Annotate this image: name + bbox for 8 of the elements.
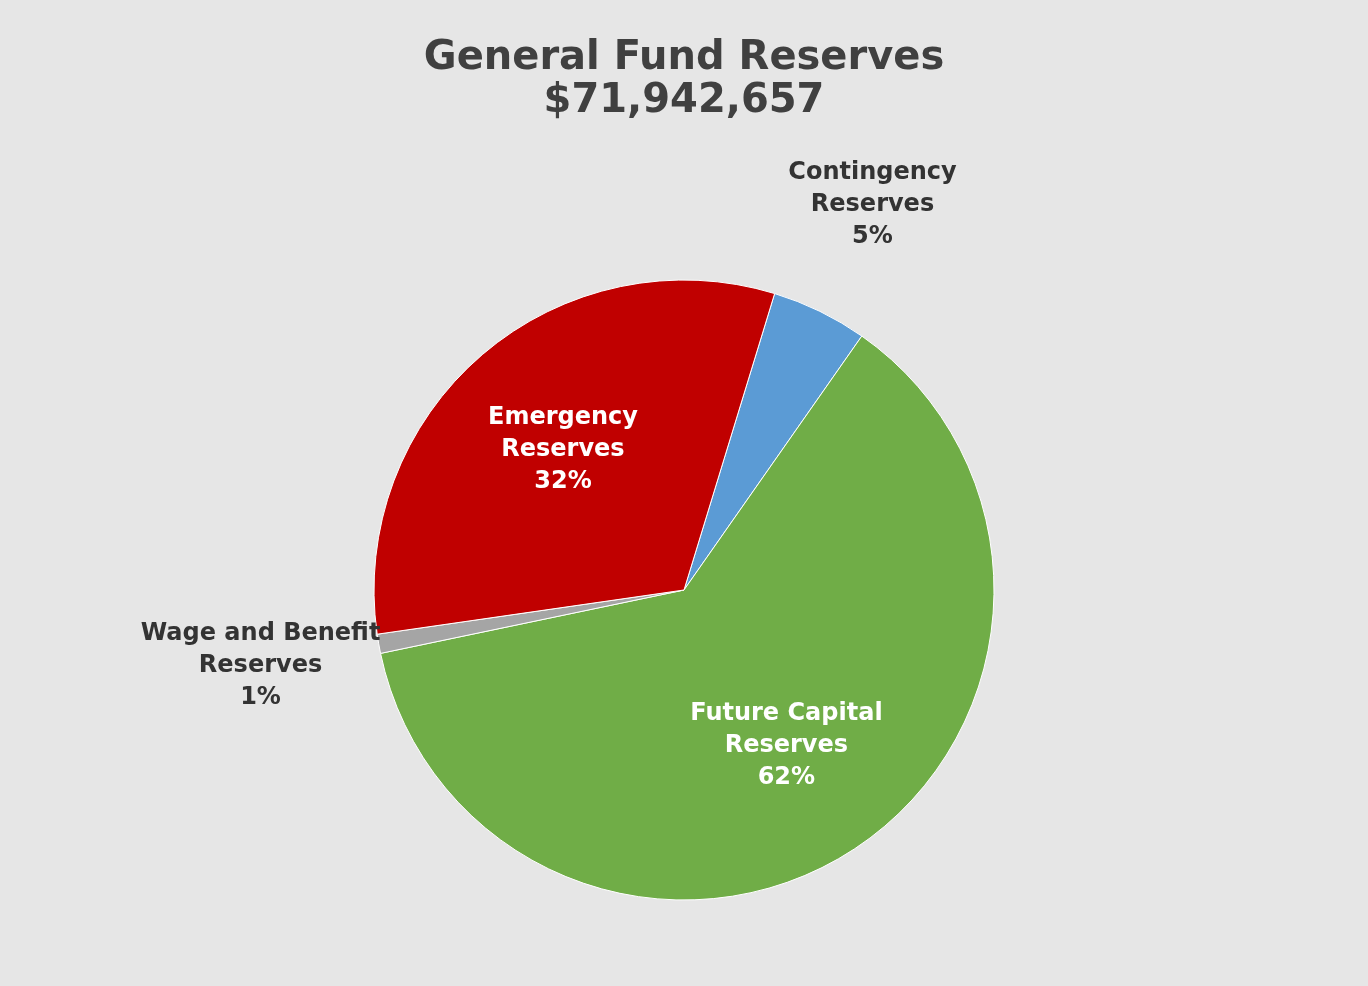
slice-label: Contingency Reserves — [788, 156, 958, 217]
slice-label: Emergency Reserves — [487, 401, 639, 462]
slice-label: Future Capital Reserves — [690, 698, 883, 759]
data-label: 1% — [240, 681, 281, 710]
data-label: 62% — [757, 762, 816, 791]
data-label: 5% — [852, 220, 893, 249]
slice-label: Wage and Benefit Reserves — [140, 617, 381, 678]
data-label: 32% — [534, 465, 592, 494]
